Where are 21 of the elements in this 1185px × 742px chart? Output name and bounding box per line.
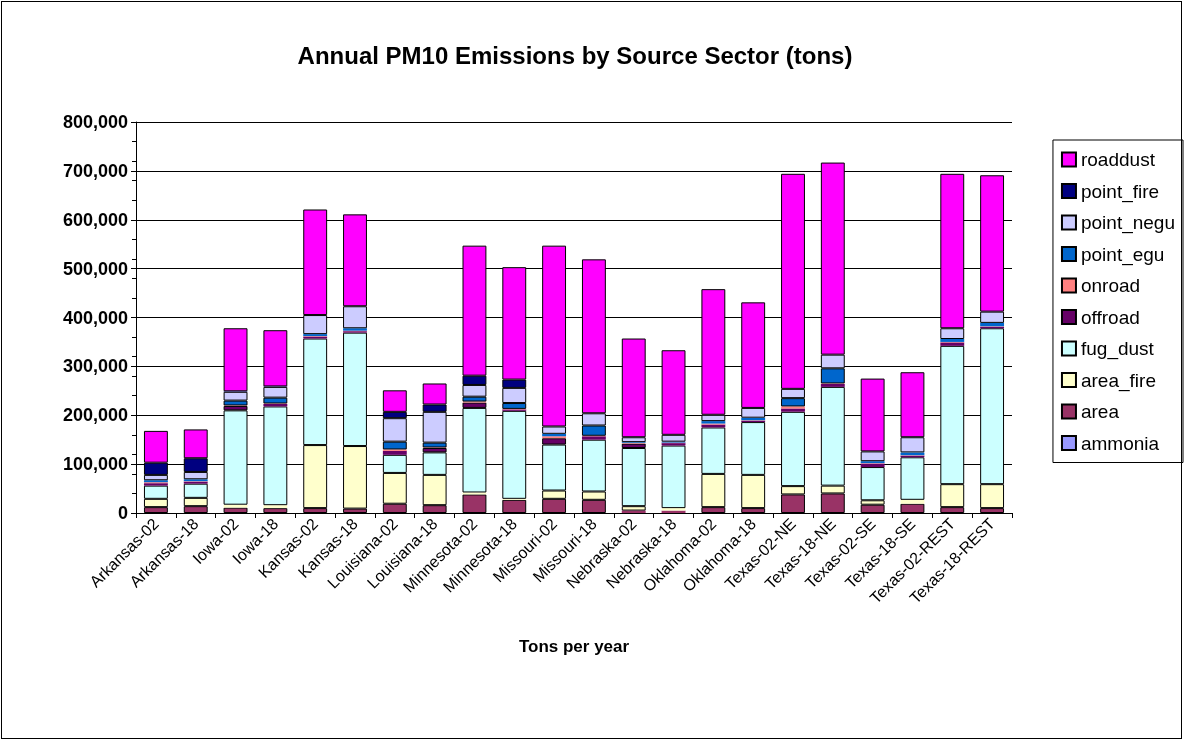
y-tick-label: 100,000	[62, 454, 128, 475]
y-tick-label: 200,000	[62, 405, 128, 426]
y-tick-label: 0	[117, 503, 128, 523]
chart-title: Annual PM10 Emissions by Source Sector (tons)	[297, 41, 853, 69]
y-tick-label: 600,000	[62, 209, 128, 230]
legend-label: point_egu	[1080, 243, 1165, 266]
legend-label: offroad	[1080, 306, 1140, 328]
legend-label: fug_dust	[1080, 338, 1155, 360]
y-tick-label: 300,000	[62, 356, 128, 377]
x-axis-title: Tons per year	[518, 637, 630, 656]
legend-label: onroad	[1080, 275, 1141, 296]
y-tick-label: 500,000	[62, 258, 128, 279]
y-tick-label: 700,000	[62, 160, 128, 181]
legend-label: area_fire	[1080, 369, 1156, 392]
y-tick-label: 800,000	[62, 112, 128, 132]
y-tick-label: 400,000	[62, 307, 128, 328]
legend-label: point_fire	[1080, 180, 1160, 203]
legend-label: area	[1080, 401, 1120, 422]
legend-label: roaddust	[1080, 149, 1156, 170]
legend-label: ammonia	[1080, 432, 1160, 454]
legend-label: point_negu	[1080, 212, 1176, 234]
